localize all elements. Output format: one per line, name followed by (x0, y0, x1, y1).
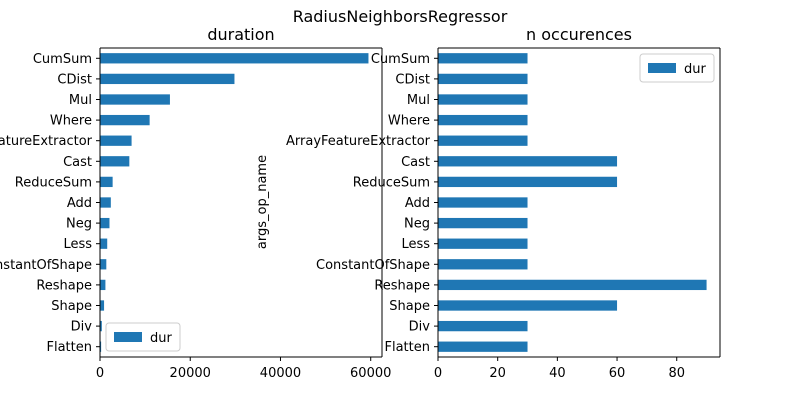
duration-xtick-label: 0 (96, 366, 104, 381)
occurences-bar-cumsum (438, 53, 528, 64)
occurences-bar-neg (438, 217, 528, 229)
occurences-category-label: Reshape (374, 278, 430, 293)
duration-xtick-label: 60000 (350, 366, 391, 381)
occurences-xtick-label: 20 (489, 366, 506, 381)
duration-title: duration (207, 25, 274, 44)
occurences-bar-flatten (438, 341, 528, 352)
occurences-panel: n occurences args_op_name CumSum CDist Mul… (255, 25, 721, 381)
occurences-bar-cdist (438, 73, 528, 85)
occurences-xtick-label: 0 (434, 366, 442, 381)
occurences-bar-shape (438, 300, 618, 311)
duration-bar-cumsum (100, 53, 369, 64)
occurences-y-axis-label: args_op_name (255, 155, 270, 249)
occurences-category-label: Mul (407, 93, 430, 108)
occurences-xtick-label: 40 (549, 366, 566, 381)
duration-bar-arrayfeatureextractor (100, 135, 132, 146)
duration-bar-add (100, 197, 111, 208)
occurences-category-label: Add (405, 196, 430, 211)
duration-category-label: Mul (69, 93, 92, 108)
occurences-category-label: ConstantOfShape (316, 258, 430, 273)
figure-suptitle: RadiusNeighborsRegressor (293, 7, 508, 26)
duration-category-label: ArrayFeatureExtractor (0, 134, 93, 149)
duration-bar-where (100, 114, 150, 126)
duration-bar-mul (100, 94, 170, 105)
occurences-title: n occurences (526, 25, 632, 44)
occurences-bar-where (438, 114, 528, 126)
occurences-category-label: ArrayFeatureExtractor (286, 134, 431, 149)
duration-category-label: CDist (57, 72, 92, 87)
duration-category-label: ConstantOfShape (0, 258, 92, 273)
duration-bar-flatten (100, 341, 102, 352)
duration-category-label: Neg (66, 217, 92, 232)
occurences-category-label: Neg (404, 217, 430, 232)
occurences-bar-mul (438, 94, 528, 105)
duration-bar-neg (100, 217, 110, 229)
duration-legend (105, 322, 181, 352)
duration-legend-label: dur (150, 331, 172, 346)
duration-bar-shape (100, 300, 105, 311)
duration-category-label: Where (50, 114, 92, 129)
duration-xtick-label: 40000 (260, 366, 301, 381)
occurences-bar-less (438, 238, 528, 249)
duration-bar-reducesum (100, 176, 113, 188)
occurences-category-label: Cast (401, 155, 430, 170)
duration-category-label: Less (63, 237, 92, 252)
occurences-category-label: Less (401, 237, 430, 252)
duration-bar-cast (100, 156, 130, 167)
duration-category-label: Add (67, 196, 92, 211)
duration-bar-reshape (100, 279, 106, 291)
occurences-category-label: Flatten (385, 340, 431, 355)
occurences-legend (639, 53, 715, 83)
occurences-bar-constantofshape (438, 259, 528, 270)
duration-bar-div (100, 320, 102, 332)
occurences-category-label: Div (409, 320, 431, 335)
duration-category-label: Shape (51, 299, 92, 314)
occurences-xtick-label: 80 (668, 366, 685, 381)
occurences-bar-reducesum (438, 176, 618, 188)
occurences-xtick-label: 60 (609, 366, 626, 381)
duration-category-label: Div (71, 320, 93, 335)
duration-xtick-label: 20000 (170, 366, 211, 381)
occurences-bar-reshape (438, 279, 707, 291)
occurences-bar-arrayfeatureextractor (438, 135, 528, 146)
duration-bar-less (100, 238, 108, 249)
occurences-legend-label: dur (684, 62, 706, 77)
duration-category-label: Reshape (36, 278, 92, 293)
occurences-bar-add (438, 197, 528, 208)
duration-panel: duration CumSum CDist Mul Where ArrayFeature… (0, 25, 391, 381)
occurences-category-label: Where (388, 114, 430, 129)
duration-category-label: Cast (63, 155, 92, 170)
occurences-category-label: ReduceSum (353, 175, 430, 190)
duration-bar-constantofshape (100, 259, 107, 270)
occurences-legend-swatch (648, 63, 676, 73)
occurences-bar-cast (438, 156, 618, 167)
duration-category-label: ReduceSum (15, 175, 92, 190)
duration-category-label: CumSum (33, 52, 92, 67)
duration-legend-swatch (114, 332, 142, 342)
occurences-category-label: CDist (395, 72, 430, 87)
occurences-category-label: CumSum (371, 52, 430, 67)
occurences-category-label: Shape (389, 299, 430, 314)
duration-category-label: Flatten (47, 340, 93, 355)
occurences-bar-div (438, 320, 528, 332)
duration-bar-cdist (100, 73, 235, 85)
